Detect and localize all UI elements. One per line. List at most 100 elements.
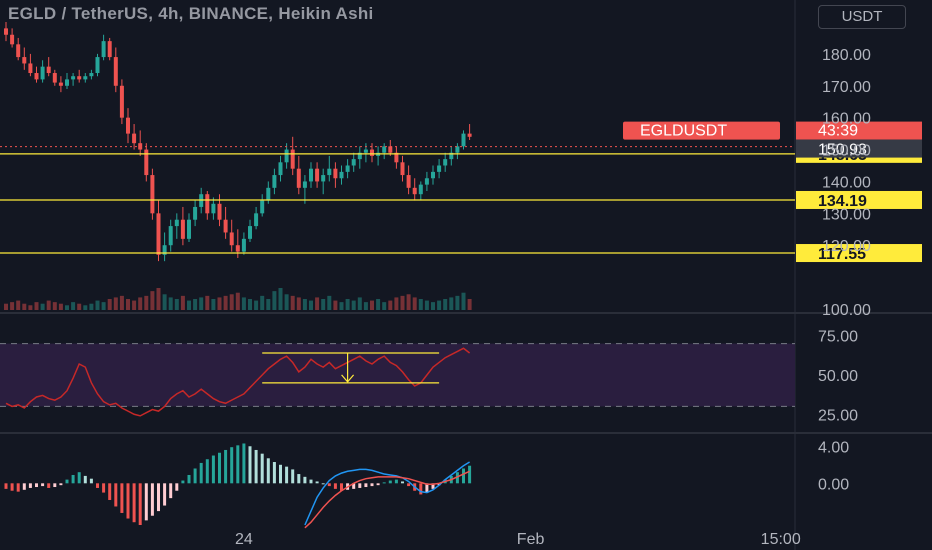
candle-body — [284, 149, 289, 163]
volume-bar — [187, 300, 191, 310]
macd-histogram-bar — [260, 453, 264, 484]
candle-body — [119, 85, 124, 118]
volume-bar — [28, 305, 33, 310]
volume-bar — [241, 297, 246, 310]
macd-histogram-bar — [144, 483, 148, 521]
candle-body — [187, 219, 191, 239]
candle-body — [168, 226, 173, 246]
macd-histogram-bar — [65, 479, 69, 484]
macd-histogram-bar — [59, 483, 63, 486]
volume-bar — [101, 302, 106, 310]
macd-histogram-bar — [266, 458, 270, 484]
candle-body — [357, 152, 362, 160]
candle-body — [211, 203, 216, 214]
volume-bar — [455, 295, 460, 310]
macd-histogram-bar — [163, 483, 167, 506]
currency-button[interactable]: USDT — [818, 5, 906, 29]
macd-histogram-bar — [394, 479, 398, 484]
candle-body — [229, 232, 234, 246]
volume-bar — [321, 299, 326, 310]
candle-body — [382, 146, 387, 153]
volume-bar — [71, 302, 76, 310]
macd-histogram-bar — [211, 455, 215, 484]
volume-bar — [144, 295, 149, 310]
time-tick: Feb — [517, 531, 545, 548]
volume-bar — [89, 303, 94, 310]
macd-histogram-bar — [315, 481, 319, 484]
volume-bar — [388, 300, 393, 310]
macd-histogram-bar — [303, 476, 307, 484]
macd-histogram-bar — [285, 466, 289, 484]
candle-body — [443, 159, 448, 166]
volume-bar — [266, 299, 271, 310]
candle-body — [89, 73, 94, 77]
macd-histogram-bar — [89, 478, 93, 484]
macd-histogram-bar — [193, 468, 197, 484]
macd-histogram-bar — [138, 483, 142, 525]
macd-histogram-bar — [321, 483, 325, 485]
candle-body — [406, 175, 411, 188]
macd-histogram-bar — [199, 462, 203, 484]
macd-histogram-bar — [248, 446, 252, 484]
macd-histogram-bar — [47, 483, 51, 488]
price-tick: 150.00 — [822, 143, 871, 160]
candle-body — [278, 162, 283, 176]
candle-body — [400, 162, 405, 176]
macd-histogram-bar — [309, 479, 313, 484]
volume-bar — [461, 292, 466, 310]
down-arrow-icon — [341, 374, 355, 383]
macd-histogram-bar — [370, 483, 374, 487]
candle-body — [235, 245, 240, 252]
volume-bar — [162, 294, 167, 310]
candle-body — [296, 168, 301, 188]
macd-histogram-bar — [401, 481, 404, 484]
candle-body — [333, 168, 338, 179]
candle-body — [150, 175, 155, 214]
volume-bar — [126, 299, 130, 310]
macd-histogram-bar — [468, 465, 472, 484]
macd-histogram-bar — [455, 472, 459, 484]
candle-body — [467, 133, 472, 137]
candle-body — [254, 213, 259, 227]
candle-body — [144, 149, 149, 176]
candle-body — [174, 219, 179, 227]
last-price-label: 150.93 — [818, 142, 867, 159]
candle-body — [424, 178, 429, 185]
volume-bar — [193, 299, 198, 310]
macd-histogram-bar — [71, 474, 75, 484]
macd-histogram-bar — [108, 483, 112, 500]
macd-histogram-bar — [28, 483, 32, 488]
macd-histogram-bar — [53, 483, 57, 488]
volume-bar — [272, 291, 277, 310]
volume-bar — [211, 299, 216, 310]
volume-bar — [376, 299, 381, 310]
candle-body — [327, 168, 332, 176]
macd-histogram-bar — [83, 475, 87, 484]
candle-body — [260, 200, 265, 214]
volume-bar — [260, 295, 265, 310]
rsi-tick: 25.00 — [818, 407, 858, 424]
macd-histogram-bar — [22, 483, 26, 490]
candle-body — [28, 63, 33, 74]
macd-histogram-bar — [16, 483, 20, 492]
rsi-line — [5, 347, 471, 417]
macd-histogram-bar — [35, 483, 38, 488]
macd-histogram-bar — [114, 483, 118, 507]
volume-bar — [150, 291, 155, 310]
time-tick: 15:00 — [761, 531, 801, 548]
candle-body — [107, 41, 112, 58]
macd-histogram-bar — [41, 483, 45, 487]
candle-body — [58, 82, 63, 86]
level-label: 117.55 — [818, 246, 866, 263]
candle-body — [217, 203, 222, 220]
macd-histogram-bar — [425, 483, 429, 493]
price-tick: 180.00 — [822, 47, 871, 64]
volume-bar — [278, 288, 283, 310]
volume-bar — [400, 295, 405, 310]
candle-body — [266, 187, 271, 201]
time-tick: 24 — [235, 531, 253, 548]
volume-bar — [40, 303, 45, 310]
level-label-bg — [796, 190, 922, 209]
volume-bar — [168, 297, 173, 310]
